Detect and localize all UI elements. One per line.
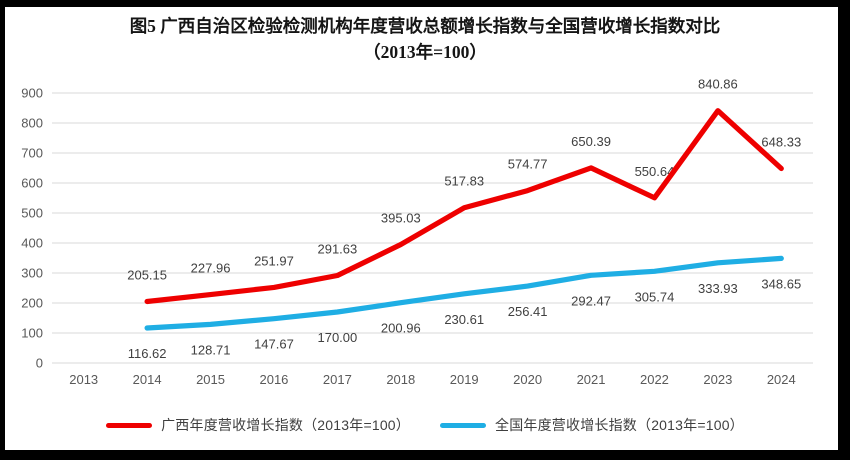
national-data-label: 305.74 xyxy=(635,289,675,304)
x-axis-tick-label: 2019 xyxy=(450,372,479,387)
y-axis-tick-label: 200 xyxy=(21,296,43,311)
national-data-label: 292.47 xyxy=(571,293,611,308)
x-axis-tick-label: 2015 xyxy=(196,372,225,387)
y-axis-tick-label: 0 xyxy=(36,356,43,371)
y-axis-tick-label: 300 xyxy=(21,266,43,281)
guangxi-data-label: 648.33 xyxy=(761,135,801,150)
legend-label-guangxi: 广西年度营收增长指数（2013年=100） xyxy=(161,417,410,433)
y-axis-tick-label: 500 xyxy=(21,206,43,221)
national-line xyxy=(144,255,784,331)
national-data-label: 200.96 xyxy=(381,321,421,336)
x-axis-tick-label: 2014 xyxy=(133,372,162,387)
x-axis-tick-label: 2018 xyxy=(386,372,415,387)
chart-title: 图5 广西自治区检验检测机构年度营收总额增长指数与全国营收增长指数对比（2013… xyxy=(129,16,721,62)
guangxi-line-sample-icon xyxy=(106,422,153,428)
y-axis-tick-label: 700 xyxy=(21,146,43,161)
guangxi-data-label: 205.15 xyxy=(127,267,167,282)
national-data-label: 170.00 xyxy=(317,330,357,345)
guangxi-data-label: 227.96 xyxy=(191,261,231,276)
x-axis-tick-label: 2024 xyxy=(767,372,796,387)
x-axis-tick-label: 2013 xyxy=(69,372,98,387)
y-axis-tick-label: 400 xyxy=(21,236,43,251)
legend-item-national: 全国年度营收增长指数（2013年=100） xyxy=(440,415,744,435)
national-data-label: 230.61 xyxy=(444,312,484,327)
guangxi-data-label: 574.77 xyxy=(508,157,548,172)
y-axis-tick-label: 900 xyxy=(21,86,43,101)
national-line-sample-icon xyxy=(440,422,486,428)
legend-item-guangxi: 广西年度营收增长指数（2013年=100） xyxy=(106,415,410,435)
legend-label-national: 全国年度营收增长指数（2013年=100） xyxy=(495,417,744,433)
x-axis-tick-label: 2021 xyxy=(577,372,606,387)
y-axis-tick-label: 600 xyxy=(21,176,43,191)
x-axis-tick-label: 2023 xyxy=(703,372,732,387)
national-data-label: 256.41 xyxy=(508,304,548,319)
guangxi-data-label: 395.03 xyxy=(381,210,421,225)
guangxi-data-label: 517.83 xyxy=(444,174,484,189)
guangxi-data-label: 291.63 xyxy=(317,242,357,257)
chart-legend: 广西年度营收增长指数（2013年=100） 全国年度营收增长指数（2013年=1… xyxy=(0,411,850,439)
x-axis-tick-label: 2017 xyxy=(323,372,352,387)
guangxi-data-label: 550.64 xyxy=(635,164,675,179)
guangxi-line xyxy=(144,108,784,305)
x-axis-tick-label: 2020 xyxy=(513,372,542,387)
y-axis-tick-label: 800 xyxy=(21,116,43,131)
national-data-label: 333.93 xyxy=(698,281,738,296)
x-axis-tick-label: 2022 xyxy=(640,372,669,387)
guangxi-data-label: 840.86 xyxy=(698,77,738,92)
national-data-label: 348.65 xyxy=(761,276,801,291)
guangxi-data-label: 251.97 xyxy=(254,253,294,268)
national-data-label: 147.67 xyxy=(254,337,294,352)
x-axis-tick-label: 2016 xyxy=(259,372,288,387)
national-data-label: 116.62 xyxy=(128,346,167,361)
national-data-label: 128.71 xyxy=(191,342,231,357)
guangxi-data-label: 650.39 xyxy=(571,134,611,149)
y-axis-tick-label: 100 xyxy=(21,326,43,341)
